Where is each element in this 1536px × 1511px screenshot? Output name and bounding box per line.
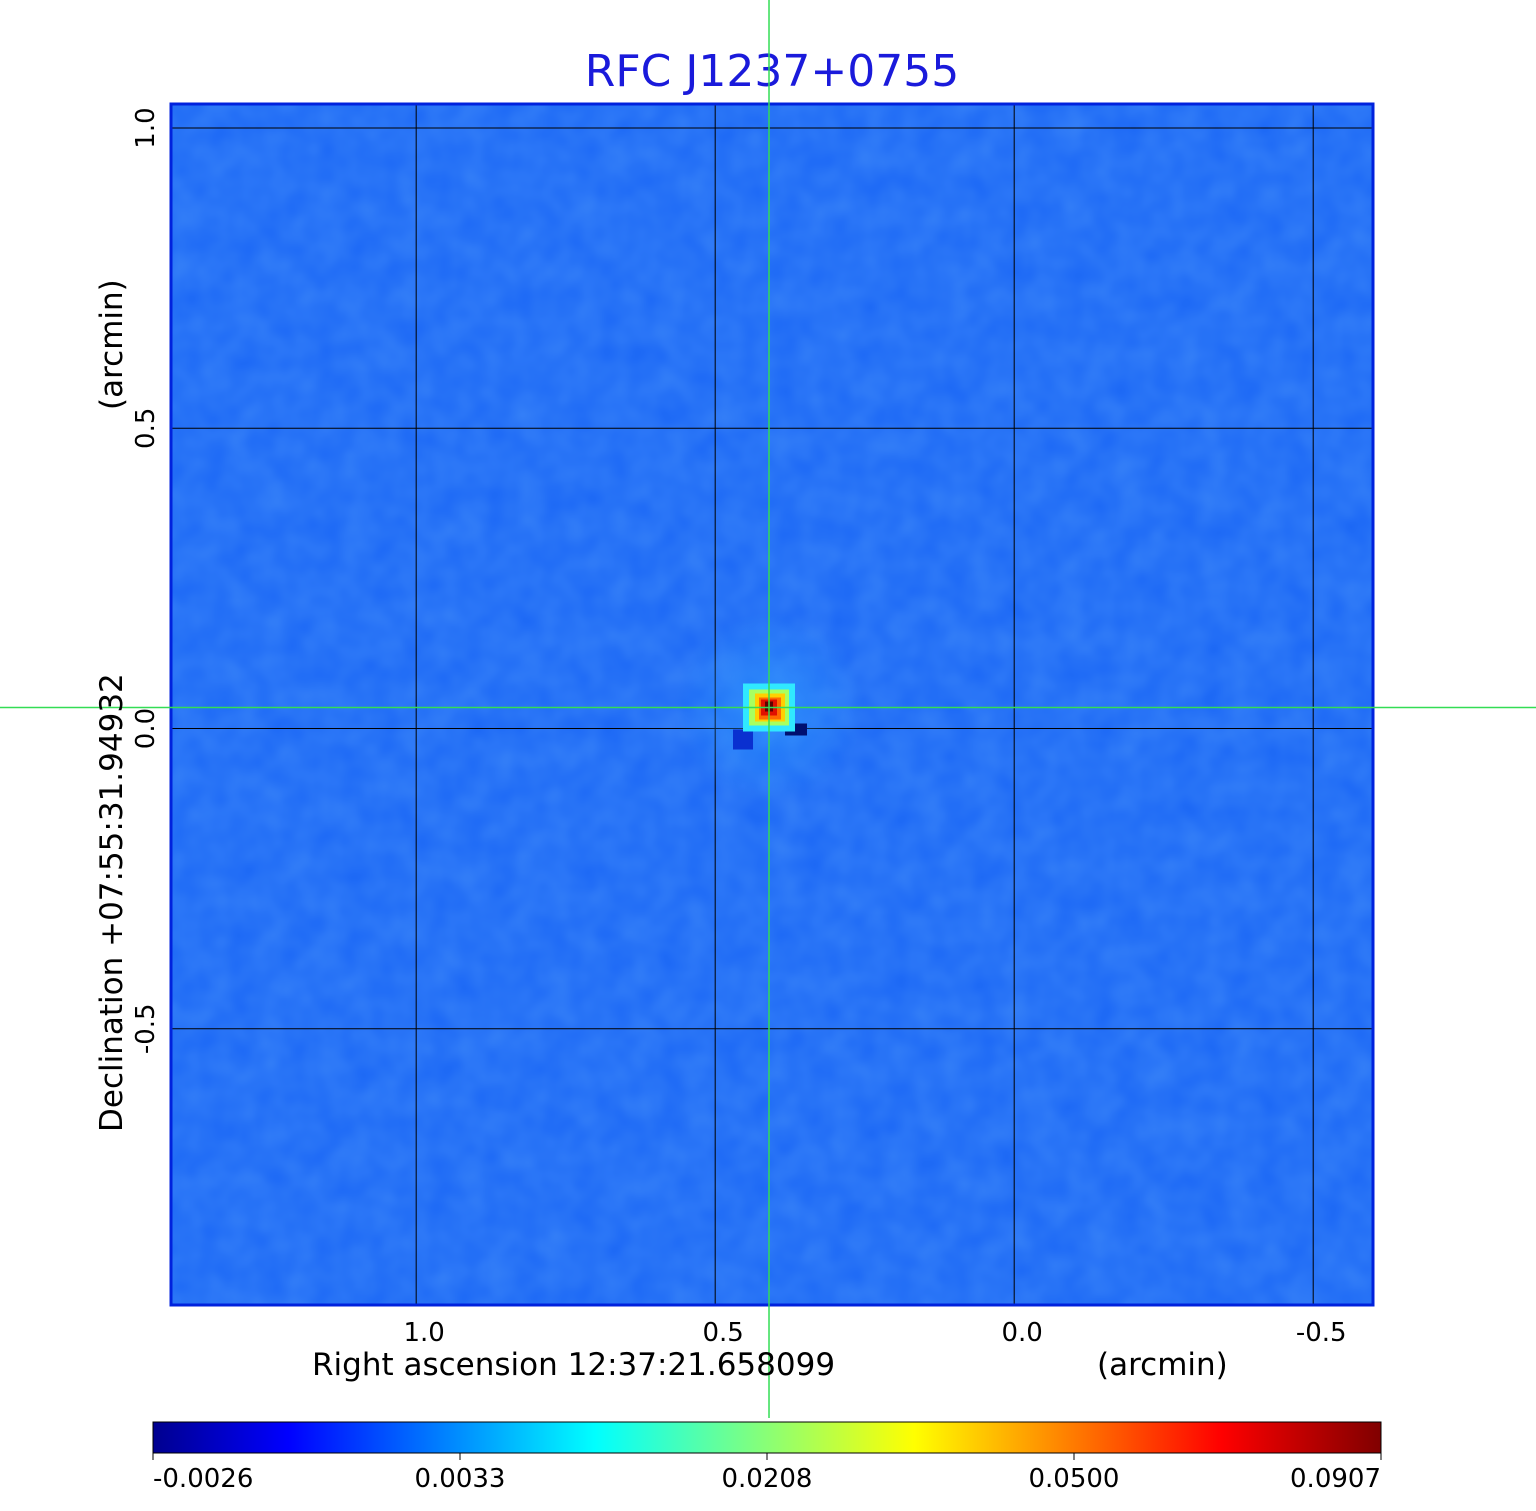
colorbar-tick-label: 0.0033 [415, 1464, 506, 1494]
colorbar-tick-label: -0.0026 [153, 1464, 253, 1494]
x-tick-label: -0.5 [1296, 1318, 1347, 1348]
y-tick-label: 1.0 [131, 107, 161, 148]
y-tick-label: 0.5 [131, 408, 161, 449]
x-axis-unit: (arcmin) [1097, 1347, 1228, 1383]
colorbar-gradient [152, 1421, 1382, 1454]
x-tick-label: 0.5 [703, 1318, 744, 1348]
crosshair [0, 0, 1536, 1418]
colorbar-tick-label: 0.0208 [722, 1464, 813, 1494]
y-tick-label: -0.5 [131, 1003, 161, 1054]
x-axis-label: Right ascension 12:37:21.658099 [312, 1347, 835, 1383]
y-axis-unit: (arcmin) [94, 279, 130, 410]
chart-title: RFC J1237+0755 [585, 46, 959, 97]
x-tick-label: 0.0 [1002, 1318, 1043, 1348]
source-pixel-block [733, 729, 754, 750]
x-tick-label: 1.0 [404, 1318, 445, 1348]
colorbar-tick-label: 0.0907 [1290, 1464, 1381, 1494]
colorbar-tick-label: 0.0500 [1029, 1464, 1120, 1494]
plot-frame [169, 102, 1375, 1307]
y-tick-labels: 1.0 0.5 0.0 -0.5 [131, 107, 161, 1054]
colorbar: -0.0026 0.0033 0.0208 0.0500 0.0907 [152, 1421, 1382, 1494]
y-tick-label: 0.0 [131, 708, 161, 749]
colorbar-ticks: -0.0026 0.0033 0.0208 0.0500 0.0907 [152, 1453, 1382, 1494]
y-axis-label: Declination +07:55:31.94932 [94, 673, 130, 1132]
x-tick-labels: 1.0 0.5 0.0 -0.5 [404, 1318, 1347, 1348]
plot-area [169, 102, 1375, 1307]
